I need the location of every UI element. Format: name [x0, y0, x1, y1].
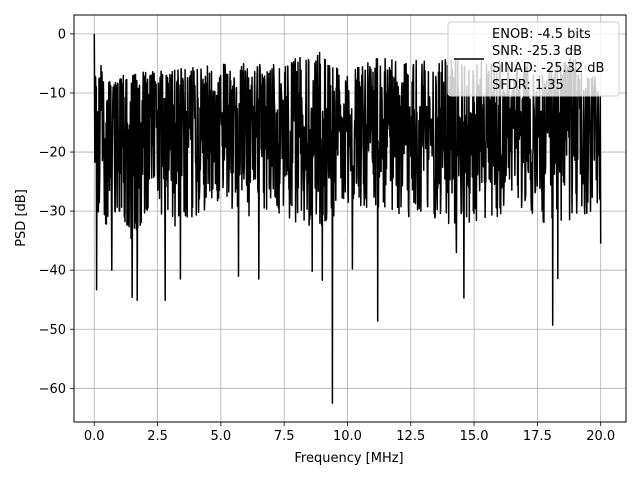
legend-line-sfdr: SFDR: 1.35: [492, 78, 564, 93]
x-tick-label: 17.5: [523, 429, 552, 444]
y-tick-label: −20: [39, 146, 66, 161]
y-tick-label: −50: [39, 323, 66, 338]
y-tick-label: −60: [39, 382, 66, 397]
legend-line-sinad: SINAD: -25.32 dB: [492, 61, 604, 76]
legend-box: [447, 21, 620, 97]
x-tick-label: 2.5: [147, 429, 168, 444]
x-tick-label: 7.5: [274, 429, 295, 444]
x-tick-label: 20.0: [586, 429, 615, 444]
legend-line-snr: SNR: -25.3 dB: [492, 44, 582, 59]
x-tick-label: 12.5: [396, 429, 425, 444]
series-layer: [93, 33, 602, 404]
x-tick-label: 10.0: [333, 429, 362, 444]
psd-series-line: [93, 33, 602, 404]
x-tick-label: 15.0: [460, 429, 489, 444]
y-axis-label: PSD [dB]: [14, 189, 29, 247]
y-tick-label: 0: [58, 27, 66, 42]
legend-line-enob: ENOB: -4.5 bits: [492, 27, 591, 42]
tick-layer: 0.0 2.5 5.0 7.5 10.0 12.5 15.0 17.5 20.0 0 −10 −20 −…: [39, 27, 616, 444]
x-tick-label: 5.0: [211, 429, 232, 444]
x-axis-label: Frequency [MHz]: [294, 451, 403, 466]
y-tick-label: −30: [39, 205, 66, 220]
y-tick-label: −10: [39, 86, 66, 101]
x-tick-label: 0.0: [84, 429, 105, 444]
y-tick-label: −40: [39, 264, 66, 279]
plot-frame: [73, 14, 627, 423]
legend: ENOB: -4.5 bits SNR: -25.3 dB SINAD: -25…: [447, 21, 620, 97]
